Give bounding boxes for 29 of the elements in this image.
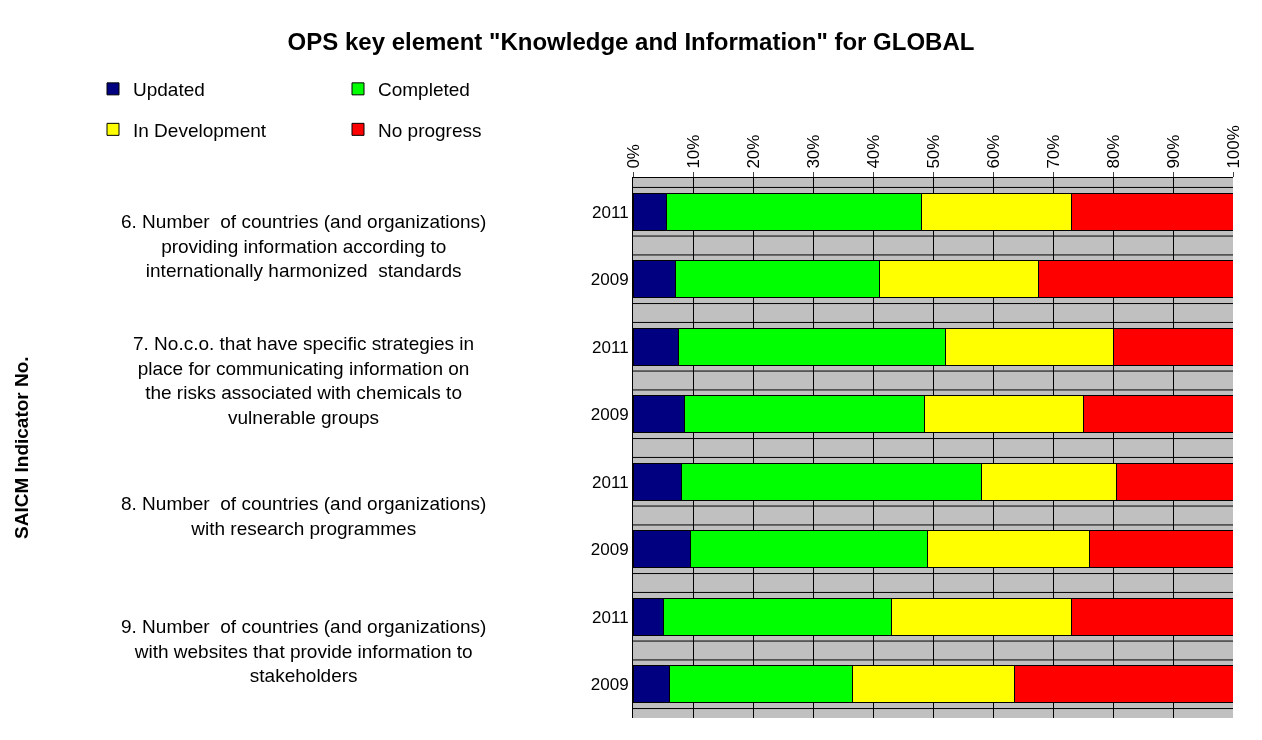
- legend-label: Updated: [133, 79, 205, 101]
- x-tick-label: 50%: [923, 134, 943, 169]
- x-tick-label: 30%: [803, 134, 823, 169]
- y-tick-label: 2011: [592, 472, 629, 492]
- legend-label: No progress: [378, 119, 482, 141]
- y-tick-label: 2009: [590, 270, 629, 290]
- x-tick-label: 80%: [1103, 134, 1123, 169]
- y-tick-label: 2009: [590, 675, 629, 695]
- text: 9. Number of countries (and organizations) with websites that provide information to stakeholders: [121, 616, 487, 687]
- x-tick-label: 40%: [863, 134, 883, 169]
- text: 8. Number of countries (and organizations) with research programmes: [121, 493, 487, 539]
- y-tick-label: 2011: [592, 607, 629, 627]
- chart-title: OPS key element "Knowledge and Information" for GLOBAL: [287, 28, 975, 56]
- x-tick-label: 20%: [743, 134, 763, 169]
- x-tick-label: 90%: [1163, 134, 1183, 169]
- y-tick-label: 2011: [592, 337, 629, 357]
- x-tick-label: 60%: [983, 134, 1003, 169]
- text: 6. Number of countries (and organizations) providing information according to internationally harmonized standards: [121, 211, 487, 282]
- legend-label: In Development: [133, 119, 267, 141]
- x-tick-label: 10%: [683, 134, 703, 169]
- y-tick-label: 2009: [590, 405, 629, 425]
- text: 7. No.c.o. that have specific strategies in place for communicating information on the risks associated with chemicals to vulnerable groups: [133, 333, 475, 429]
- x-tick-label: 100%: [1223, 125, 1243, 169]
- y-tick-label: 2009: [590, 540, 629, 560]
- x-tick-label: 70%: [1043, 134, 1063, 169]
- legend-label: Completed: [378, 79, 470, 101]
- text: SAICM Indicator No.: [11, 356, 32, 539]
- y-tick-label: 2011: [592, 202, 629, 222]
- x-tick-label: 0%: [623, 144, 643, 169]
